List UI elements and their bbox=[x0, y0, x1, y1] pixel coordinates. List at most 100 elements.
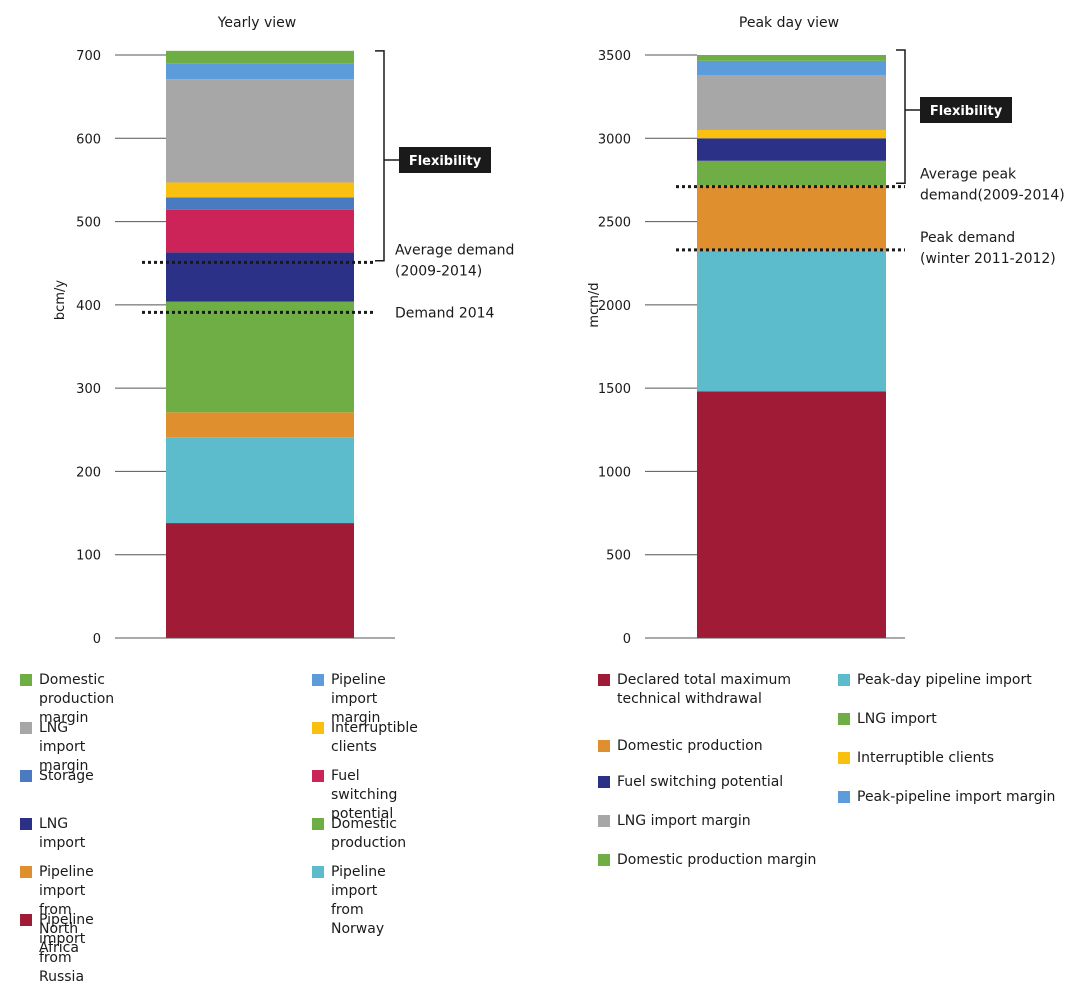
yearly-reference-label-0-0: Average demand bbox=[395, 242, 514, 258]
legend-label: Domestic production bbox=[617, 738, 763, 754]
legend-swatch bbox=[312, 818, 324, 830]
peak-day-bar-segment-7 bbox=[697, 60, 886, 75]
legend-swatch bbox=[312, 770, 324, 782]
legend-label: Pipeline import from Russia bbox=[39, 912, 94, 985]
legend-label: LNG import margin bbox=[617, 813, 751, 829]
legend-label: LNG import margin bbox=[39, 720, 89, 774]
yearly-bar-segment-4 bbox=[166, 252, 354, 302]
peak-day-tick-label-2: 1000 bbox=[598, 465, 631, 480]
legend-swatch bbox=[312, 722, 324, 734]
yearly-bar-segment-7 bbox=[166, 182, 354, 198]
legend-label: Interruptible clients bbox=[857, 750, 995, 766]
yearly-bar-segment-9 bbox=[166, 63, 354, 80]
peak-day-reference-label-0-0: Average peak bbox=[920, 167, 1017, 183]
legend-item: Fuel switching potential bbox=[312, 767, 397, 824]
legend-item: Pipeline import margin bbox=[312, 671, 386, 728]
legend-item: Peak-pipeline import margin bbox=[838, 788, 1088, 807]
legend-swatch bbox=[20, 674, 32, 686]
legend-label: Storage bbox=[39, 768, 94, 784]
peak-day-flexibility-box bbox=[920, 97, 1012, 123]
yearly-flexibility-bracket bbox=[375, 50, 385, 262]
yearly-bar-segment-3 bbox=[166, 301, 354, 413]
legend-swatch bbox=[838, 674, 850, 686]
peak-day-bar-segment-3 bbox=[697, 160, 886, 186]
legend-swatch bbox=[838, 791, 850, 803]
legend-item: Peak-day pipeline import bbox=[838, 671, 1088, 690]
legend-item: Interruptible clients bbox=[838, 749, 1088, 768]
legend-label: Peak-day pipeline import bbox=[857, 672, 1032, 688]
legend-swatch bbox=[598, 674, 610, 686]
yearly-tick-label-3: 300 bbox=[76, 382, 101, 397]
legend-item: Domestic production bbox=[598, 737, 820, 756]
peak-day-flexibility-bracket bbox=[896, 49, 906, 185]
legend-item: Fuel switching potential bbox=[598, 773, 820, 792]
charts-canvas: Yearly view bcm/y 0 100 200 300 400 500 600 700 Av… bbox=[53, 15, 1065, 647]
yearly-tick-label-2: 200 bbox=[76, 465, 101, 480]
legend-label: LNG import bbox=[39, 816, 86, 851]
legend-item: LNG import margin bbox=[598, 812, 820, 831]
yearly-tick-label-6: 600 bbox=[76, 132, 101, 147]
peak-day-bar-segment-2 bbox=[697, 185, 886, 251]
yearly-tick-label-7: 700 bbox=[76, 49, 101, 64]
yearly-bar-segment-0 bbox=[166, 523, 354, 638]
peak-day-tick-label-0: 0 bbox=[623, 632, 631, 647]
yearly-tick-label-5: 500 bbox=[76, 216, 101, 231]
yearly-bar-segment-6 bbox=[166, 197, 354, 210]
legend-swatch bbox=[312, 674, 324, 686]
yearly-y-axis-label: bcm/y bbox=[53, 280, 68, 320]
peak-day-reference-label-0-1: demand(2009-2014) bbox=[920, 188, 1065, 204]
legend-label: Interruptible clients bbox=[331, 720, 418, 755]
legend-item: Pipeline import from Norway bbox=[312, 863, 386, 939]
peak-day-tick-label-6: 3000 bbox=[598, 132, 631, 147]
legend-label: LNG import bbox=[857, 711, 937, 727]
legend-swatch bbox=[838, 752, 850, 764]
yearly-bar-segment-10 bbox=[166, 50, 354, 64]
legend-label: Pipeline import margin bbox=[331, 672, 386, 726]
legend-item: Domestic production margin bbox=[20, 671, 114, 728]
legend-item: LNG import bbox=[20, 815, 85, 853]
yearly-reference-label-1-0: Demand 2014 bbox=[395, 305, 495, 321]
legend-label: Domestic production bbox=[331, 816, 407, 851]
legend-item: LNG import bbox=[838, 710, 1088, 729]
yearly-chart-title: Yearly view bbox=[217, 15, 297, 31]
peak-day-reference-label-1-0: Peak demand bbox=[920, 230, 1015, 246]
legend-item: Pipeline import from Russia bbox=[20, 911, 94, 987]
peak-day-tick-label-1: 500 bbox=[606, 549, 631, 564]
legend-swatch bbox=[598, 854, 610, 866]
legend-label: Domestic production margin bbox=[39, 672, 115, 726]
legend-swatch bbox=[20, 722, 32, 734]
peak-day-bar-segment-8 bbox=[697, 55, 886, 61]
legend-label: Pipeline import from Norway bbox=[331, 864, 386, 937]
peak-day-tick-label-4: 2000 bbox=[598, 299, 631, 314]
peak-day-chart-title: Peak day view bbox=[739, 15, 839, 31]
legend-swatch bbox=[598, 776, 610, 788]
yearly-bar-segment-5 bbox=[166, 209, 354, 253]
peak-day-flexibility-label: Flexibility bbox=[930, 104, 1003, 119]
peak-day-tick-label-3: 1500 bbox=[598, 382, 631, 397]
yearly-bar-segment-2 bbox=[166, 412, 354, 438]
legend-swatch bbox=[20, 866, 32, 878]
peak-day-bar-segment-1 bbox=[697, 250, 886, 392]
yearly-bar-segment-1 bbox=[166, 437, 354, 524]
legend-item: Domestic production bbox=[312, 815, 406, 853]
legend-item: Storage bbox=[20, 767, 94, 786]
yearly-tick-label-1: 100 bbox=[76, 549, 101, 564]
legend-swatch bbox=[20, 818, 32, 830]
yearly-flexibility-box bbox=[399, 147, 491, 173]
legend-swatch bbox=[312, 866, 324, 878]
legend-label: Fuel switching potential bbox=[617, 774, 784, 790]
yearly-bar-segment-8 bbox=[166, 79, 354, 183]
yearly-flexibility-label: Flexibility bbox=[409, 154, 482, 169]
legend-swatch bbox=[20, 770, 32, 782]
peak-day-bar-segment-5 bbox=[697, 129, 886, 139]
peak-day-tick-label-7: 3500 bbox=[598, 49, 631, 64]
legend-item: Interruptible clients bbox=[312, 719, 418, 757]
legend-label: Peak-pipeline import margin bbox=[857, 789, 1056, 805]
legend-swatch bbox=[838, 713, 850, 725]
legend-label: Fuel switching potential bbox=[331, 768, 398, 822]
yearly-reference-label-0-1: (2009-2014) bbox=[395, 263, 482, 279]
legend-swatch bbox=[598, 815, 610, 827]
legend-item: Declared total maximum technical withdra… bbox=[598, 671, 820, 709]
legend-item: LNG import margin bbox=[20, 719, 88, 776]
peak-day-bar-segment-6 bbox=[697, 74, 886, 130]
